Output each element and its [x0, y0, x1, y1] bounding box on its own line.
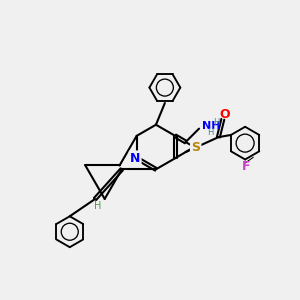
Text: NH: NH: [202, 121, 220, 131]
Text: O: O: [219, 108, 230, 122]
Text: H: H: [94, 202, 101, 212]
Text: H: H: [207, 128, 214, 137]
Text: N: N: [130, 152, 140, 165]
Text: S: S: [191, 140, 200, 154]
Text: H: H: [213, 118, 220, 127]
Text: F: F: [242, 160, 251, 173]
